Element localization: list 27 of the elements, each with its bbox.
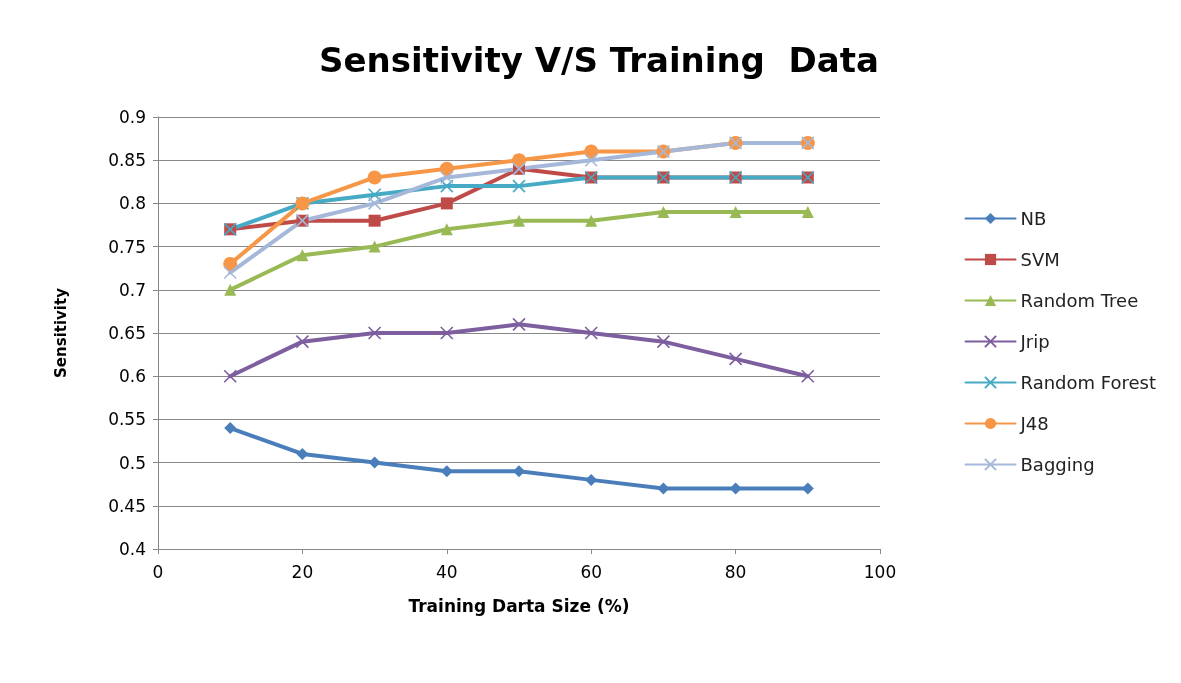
legend-label: Bagging bbox=[1020, 454, 1095, 475]
legend-label: Random Forest bbox=[1020, 372, 1156, 393]
y-tick-label: 0.55 bbox=[108, 409, 146, 430]
x-tick-label: 0 bbox=[152, 561, 164, 582]
y-tick-label: 0.8 bbox=[118, 193, 146, 214]
y-tick-label: 0.65 bbox=[108, 323, 146, 343]
x-tick-label: 20 bbox=[291, 561, 314, 582]
y-tick-label: 0.75 bbox=[108, 236, 146, 257]
legend-label: NB bbox=[1020, 208, 1047, 229]
legend-label: J48 bbox=[1019, 413, 1049, 434]
y-tick-label: 0.5 bbox=[118, 452, 146, 473]
y-tick-label: 0.45 bbox=[108, 495, 146, 516]
x-tick-label: 60 bbox=[580, 561, 603, 582]
y-tick-label: 0.6 bbox=[118, 366, 146, 387]
y-tick-label: 0.9 bbox=[118, 107, 146, 127]
legend-label: SVM bbox=[1020, 249, 1060, 270]
y-tick-label: 0.85 bbox=[108, 150, 146, 171]
y-tick-label: 0.4 bbox=[118, 539, 146, 559]
x-axis-title: Training Darta Size (%) bbox=[408, 595, 630, 616]
chart-title: Sensitivity V/S Training Data bbox=[319, 40, 879, 80]
x-tick-label: 80 bbox=[724, 561, 747, 582]
y-axis-title: Sensitivity bbox=[51, 287, 70, 378]
legend-label: Random Tree bbox=[1020, 290, 1139, 311]
y-tick-label: 0.7 bbox=[118, 279, 146, 300]
x-tick-label: 100 bbox=[863, 561, 897, 582]
x-tick-label: 40 bbox=[435, 561, 458, 582]
legend-label: Jrip bbox=[1019, 331, 1050, 352]
